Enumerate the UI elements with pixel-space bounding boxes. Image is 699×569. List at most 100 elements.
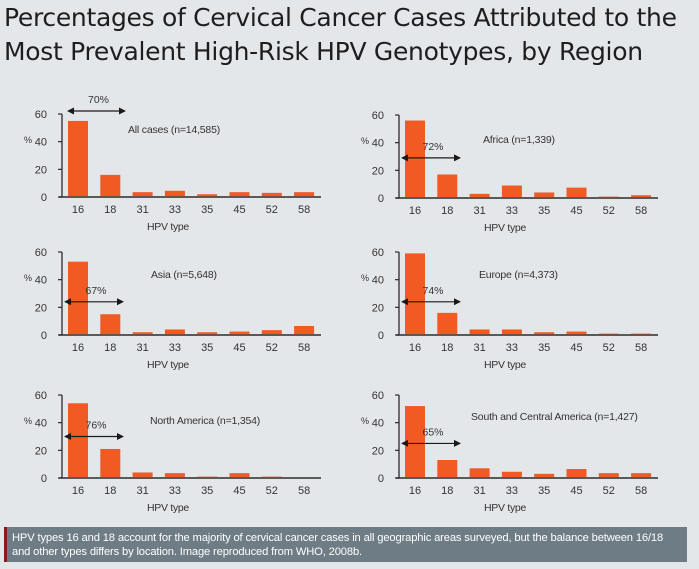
panel-label: Asia (n=5,648) xyxy=(151,269,217,281)
y-axis-label: % xyxy=(361,416,369,426)
y-tick-label: 20 xyxy=(372,445,384,457)
page-title: Percentages of Cervical Cancer Cases Att… xyxy=(4,1,699,69)
y-axis-label: % xyxy=(361,273,369,283)
x-tick-label: 45 xyxy=(233,485,245,497)
chart-panel-1: 0 20 40 60% 16 18 31 33 35 45 52 58 HPV type Africa (… xyxy=(361,110,658,234)
bar-18 xyxy=(100,174,121,197)
x-tick-label: 45 xyxy=(233,204,245,216)
y-axis-label: % xyxy=(24,135,32,145)
x-axis-label: HPV type xyxy=(147,359,189,371)
y-tick-label: 20 xyxy=(35,445,47,457)
x-tick-label: 16 xyxy=(409,485,421,497)
bar-31 xyxy=(132,332,153,335)
chart-panel-2: 0 20 40 60% 16 18 31 33 35 45 52 58 HPV type Asia (n=… xyxy=(24,247,321,371)
x-axis-label: HPV type xyxy=(484,359,526,371)
x-axis-label: HPV type xyxy=(484,222,526,234)
bar-45 xyxy=(566,469,587,478)
bar-35 xyxy=(534,192,555,198)
x-tick-label: 31 xyxy=(473,342,485,354)
x-tick-label: 45 xyxy=(570,205,582,217)
y-tick-label: 20 xyxy=(372,165,384,177)
bar-45 xyxy=(229,473,250,478)
panel-label: South and Central America (n=1,427) xyxy=(471,411,638,423)
y-tick-label: 0 xyxy=(41,192,47,204)
bar-16 xyxy=(405,253,425,335)
bar-18 xyxy=(437,174,458,198)
x-tick-label: 33 xyxy=(506,205,518,217)
y-tick-label: 60 xyxy=(35,109,47,121)
bar-33 xyxy=(501,185,522,198)
y-tick-label: 40 xyxy=(35,275,47,287)
bar-52 xyxy=(598,473,619,478)
x-tick-label: 33 xyxy=(169,342,181,354)
chart-panel-3: 0 20 40 60% 16 18 31 33 35 45 52 58 HPV type Europe (… xyxy=(361,247,658,371)
bar-31 xyxy=(469,193,490,198)
arrow-left-icon xyxy=(64,298,71,306)
bar-33 xyxy=(164,473,185,478)
x-tick-label: 16 xyxy=(409,205,421,217)
x-tick-label: 58 xyxy=(298,342,310,354)
bar-18 xyxy=(437,312,458,335)
y-tick-label: 0 xyxy=(378,193,384,205)
bar-58 xyxy=(294,326,315,335)
annotation-label: 65% xyxy=(422,426,443,438)
y-tick-label: 20 xyxy=(372,302,384,314)
x-tick-label: 33 xyxy=(506,342,518,354)
bar-16 xyxy=(68,261,88,335)
x-tick-label: 52 xyxy=(266,204,278,216)
panel-label: Europe (n=4,373) xyxy=(479,269,558,281)
x-tick-label: 35 xyxy=(538,485,550,497)
y-tick-label: 0 xyxy=(41,330,47,342)
bar-16 xyxy=(68,403,88,478)
bar-58 xyxy=(631,195,652,198)
bar-45 xyxy=(229,331,250,335)
x-tick-label: 18 xyxy=(104,485,116,497)
x-tick-label: 35 xyxy=(538,205,550,217)
x-tick-label: 35 xyxy=(201,485,213,497)
arrow-right-icon xyxy=(454,298,461,306)
x-tick-label: 58 xyxy=(298,204,310,216)
x-tick-label: 33 xyxy=(169,485,181,497)
bar-58 xyxy=(294,192,315,197)
bar-31 xyxy=(132,192,153,197)
bar-52 xyxy=(598,196,619,198)
bar-52 xyxy=(261,192,282,197)
bar-33 xyxy=(164,329,185,335)
y-tick-label: 0 xyxy=(41,473,47,485)
annotation-label: 76% xyxy=(85,420,106,432)
x-tick-label: 33 xyxy=(169,204,181,216)
x-tick-label: 16 xyxy=(409,342,421,354)
arrow-left-icon xyxy=(67,107,74,115)
x-tick-label: 35 xyxy=(201,342,213,354)
arrow-right-icon xyxy=(454,154,461,162)
y-tick-label: 0 xyxy=(378,473,384,485)
x-tick-label: 45 xyxy=(570,342,582,354)
x-tick-label: 45 xyxy=(233,342,245,354)
bar-35 xyxy=(197,194,218,197)
bar-35 xyxy=(197,476,218,478)
bar-16 xyxy=(405,406,425,478)
annotation-label: 74% xyxy=(422,285,443,297)
y-tick-label: 60 xyxy=(35,247,47,259)
bar-31 xyxy=(469,329,490,335)
page-title-line-2: Most Prevalent High-Risk HPV Genotypes, … xyxy=(4,37,643,66)
arrow-right-icon xyxy=(117,433,124,440)
bar-45 xyxy=(566,187,587,198)
x-tick-label: 18 xyxy=(441,485,453,497)
y-tick-label: 40 xyxy=(372,275,384,287)
y-tick-label: 60 xyxy=(372,390,384,402)
figure-caption: HPV types 16 and 18 account for the majo… xyxy=(4,527,687,562)
page-title-line-1: Percentages of Cervical Cancer Cases Att… xyxy=(4,3,677,32)
x-tick-label: 35 xyxy=(201,204,213,216)
x-tick-label: 16 xyxy=(72,342,84,354)
bar-33 xyxy=(164,190,185,197)
x-tick-label: 18 xyxy=(104,204,116,216)
bar-18 xyxy=(100,314,121,335)
y-tick-label: 20 xyxy=(35,302,47,314)
bar-31 xyxy=(469,468,490,478)
y-tick-label: 40 xyxy=(372,138,384,150)
arrow-right-icon xyxy=(117,298,124,306)
x-tick-label: 52 xyxy=(603,342,615,354)
panel-label: North America (n=1,354) xyxy=(150,415,260,427)
